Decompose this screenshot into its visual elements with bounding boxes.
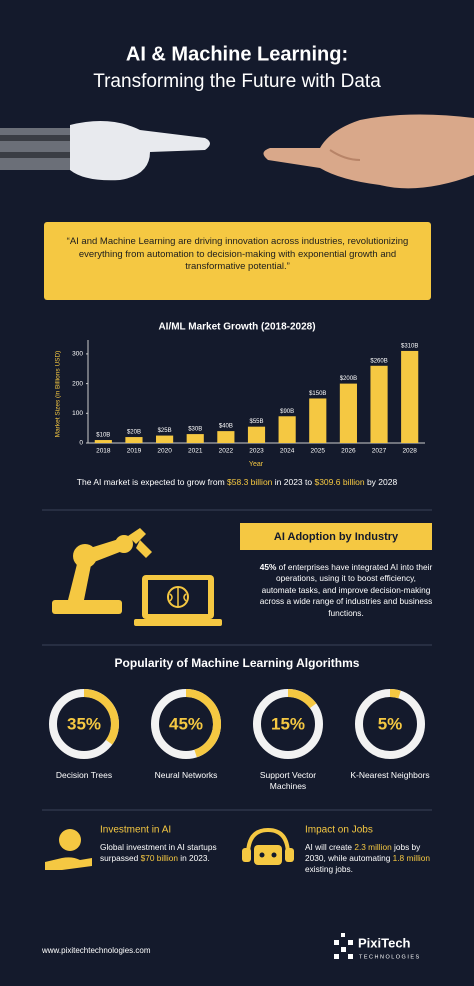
value-label: $30B [188, 427, 202, 433]
bar [156, 435, 174, 443]
logo-icon [334, 933, 353, 959]
x-tick-label: 2020 [157, 448, 172, 455]
x-tick-label: 2024 [280, 448, 295, 455]
donut-category: K-Nearest Neighbors [350, 770, 430, 780]
adoption-text: 45% of enterprises have integrated AI in… [258, 562, 434, 619]
highlight: 2.3 million [354, 842, 392, 852]
bar [401, 350, 419, 443]
jobs-icon [242, 827, 294, 865]
chart-title: AI/ML Market Growth (2018-2028) [158, 322, 315, 333]
x-tick-label: 2025 [311, 448, 326, 455]
hands-illustration [0, 114, 474, 189]
text: existing jobs. [305, 853, 433, 874]
donut-value: 35% [67, 714, 101, 733]
value-label: $310B [401, 344, 418, 350]
donut-category: Neural Networks [154, 770, 218, 780]
text: of enterprises have integrated AI into t… [259, 562, 435, 618]
bar [370, 365, 388, 443]
highlight: $70 billion [140, 853, 178, 863]
x-tick-label: 2027 [372, 448, 387, 455]
bar [278, 416, 296, 443]
jobs-title: Impact on Jobs [305, 825, 373, 836]
y-tick-label: 0 [79, 440, 83, 447]
subtitle: Transforming the Future with Data [93, 71, 381, 92]
text: The AI market is expected to grow from [76, 477, 228, 487]
market-note: The AI market is expected to grow from $… [20, 477, 454, 487]
text: in 2023. [177, 853, 210, 863]
y-tick-label: 100 [72, 410, 83, 417]
investment-icon [45, 829, 92, 870]
jobs-text: AI will create 2.3 million jobs by 2030,… [305, 842, 435, 875]
text: jobs by 2030, while automating [305, 842, 423, 863]
y-axis-label: Market Sizes (in Billions USD) [55, 351, 62, 438]
donut-arc [185, 689, 221, 758]
y-tick-label: 300 [72, 351, 83, 358]
adoption-title: AI Adoption by Industry [274, 531, 399, 543]
value-label: $25B [158, 428, 172, 434]
highlight: 1.8 million [392, 853, 430, 863]
donut-category: Support Vector Machines [259, 770, 317, 791]
quote: “AI and Machine Learning are driving inn… [66, 236, 409, 272]
donut-arc [287, 689, 317, 709]
x-axis-label: Year [249, 461, 264, 468]
highlight: 45% [259, 562, 277, 572]
donut-value: 15% [271, 714, 305, 733]
text: AI will create [305, 842, 355, 852]
value-label: $40B [219, 424, 233, 430]
value-label: $55B [249, 419, 263, 425]
brand-sub: TECHNOLOGIES [359, 954, 421, 960]
bar [217, 431, 235, 443]
x-tick-label: 2028 [402, 448, 417, 455]
donut-title: Popularity of Machine Learning Algorithm… [115, 656, 360, 670]
donut-value: 5% [378, 714, 403, 733]
donut-category: Decision Trees [55, 770, 113, 780]
title: AI & Machine Learning: [126, 43, 348, 65]
x-tick-label: 2026 [341, 448, 356, 455]
footer-url: www.pixitechtechnologies.com [41, 946, 151, 955]
value-label: $90B [280, 409, 294, 415]
value-label: $20B [127, 430, 141, 436]
donut-arc [389, 689, 401, 699]
x-tick-label: 2019 [127, 448, 142, 455]
donut-value: 45% [169, 714, 203, 733]
x-tick-label: 2022 [219, 448, 234, 455]
donut-arc [83, 689, 119, 745]
value-label: $260B [370, 358, 387, 364]
bar [339, 383, 357, 443]
quote-box [44, 222, 431, 300]
bar [309, 398, 327, 443]
y-tick-label: 200 [72, 380, 83, 387]
robot-arm-icon [52, 528, 152, 614]
text: in 2023 to [272, 477, 315, 487]
bar [247, 426, 266, 443]
text: by 2028 [364, 477, 398, 487]
highlight: $58.3 billion [227, 477, 273, 487]
adoption-banner [240, 523, 432, 550]
value-label: $10B [96, 433, 110, 439]
highlight: $309.6 billion [314, 477, 365, 487]
x-tick-label: 2021 [188, 448, 203, 455]
investment-text: Global investment in AI startups surpass… [100, 842, 228, 864]
text: Global investment in AI startups surpass… [100, 842, 219, 863]
value-label: $150B [309, 391, 326, 397]
bar [186, 434, 204, 443]
bar [94, 440, 112, 443]
laptop-icon [134, 575, 222, 626]
value-label: $200B [340, 376, 357, 382]
brand: PixiTech [358, 935, 411, 950]
x-tick-label: 2018 [96, 448, 111, 455]
x-tick-label: 2023 [249, 448, 264, 455]
bar [125, 437, 143, 443]
investment-title: Investment in AI [100, 825, 171, 836]
